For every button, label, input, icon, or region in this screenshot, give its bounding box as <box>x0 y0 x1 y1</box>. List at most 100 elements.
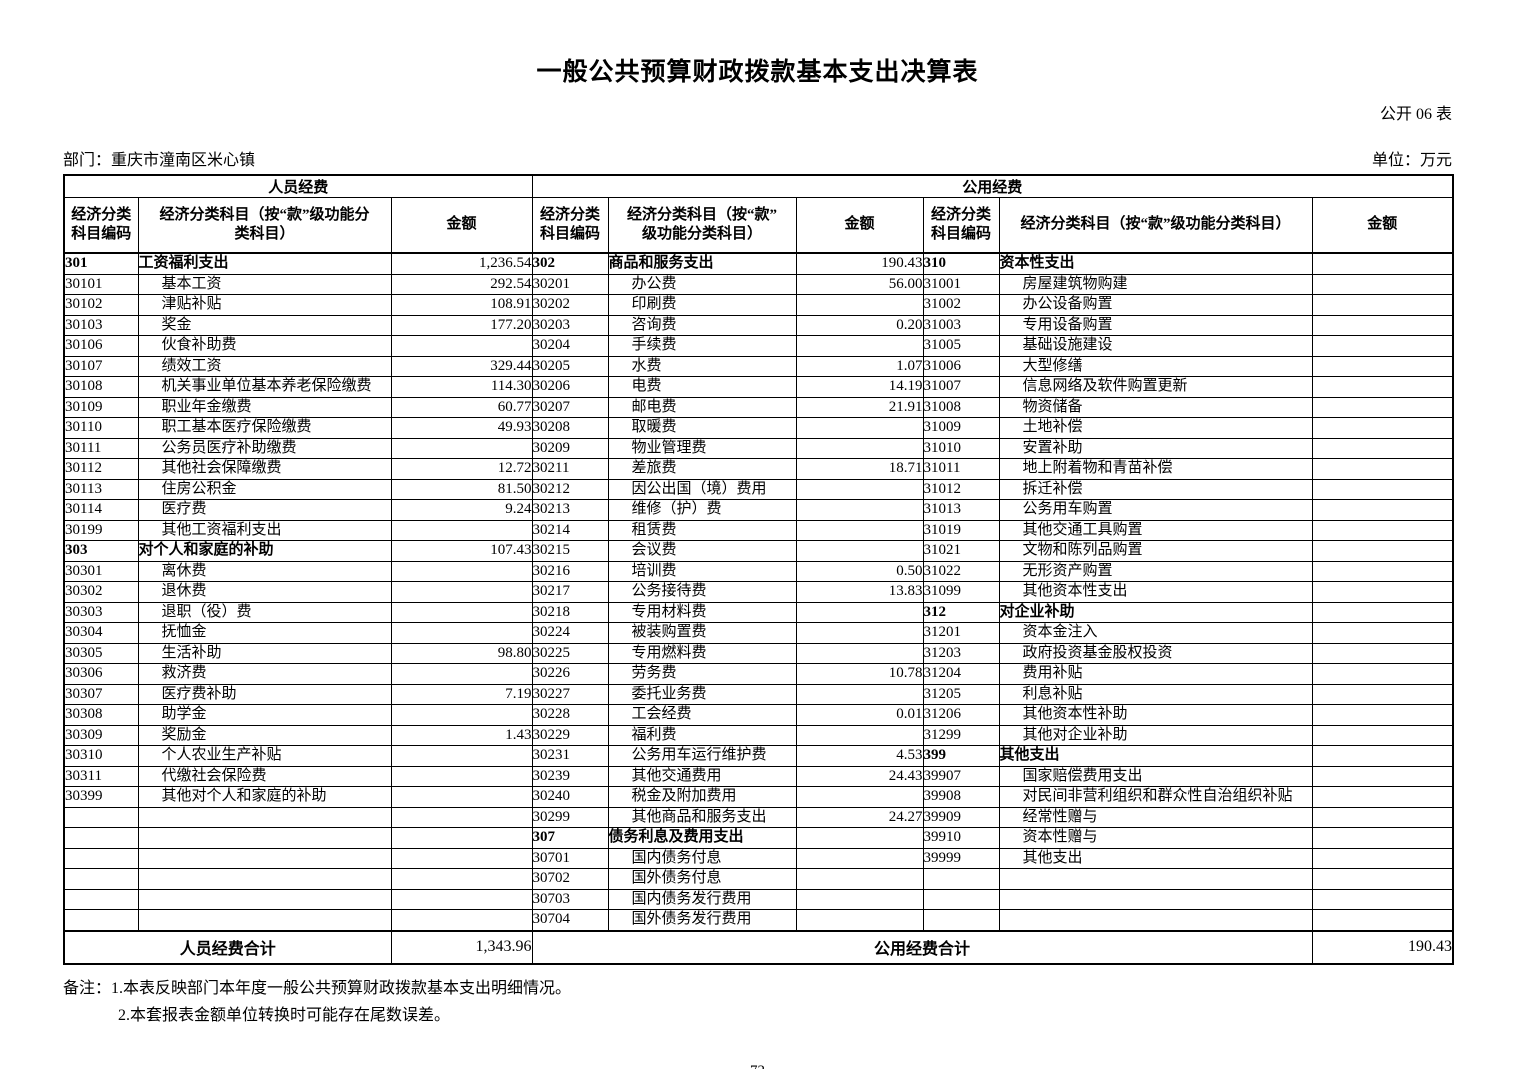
subject-cell: 其他资本性支出 <box>998 581 1313 603</box>
amount-cell <box>1311 909 1454 931</box>
code-cell: 31006 <box>922 355 1000 377</box>
code-cell <box>922 909 1000 931</box>
subject-cell: 专用设备购置 <box>998 314 1313 336</box>
code-cell: 30239 <box>531 765 609 787</box>
table-row: 307 债务利息及费用支出 39910 资本性赠与 <box>63 827 1454 849</box>
amount-cell <box>1311 294 1454 316</box>
subject-cell <box>137 909 392 931</box>
amount-cell: 49.93 <box>390 417 533 439</box>
code-cell: 30201 <box>531 273 609 295</box>
subject-cell: 房屋建筑物购建 <box>998 273 1313 295</box>
code-cell: 30703 <box>531 888 609 910</box>
subject-cell: 租赁费 <box>607 519 797 541</box>
code-cell: 30202 <box>531 294 609 316</box>
code-cell: 31013 <box>922 499 1000 521</box>
amount-cell <box>390 868 533 890</box>
subject-cell: 职业年金缴费 <box>137 396 392 418</box>
amount-cell <box>1311 888 1454 910</box>
subject-cell: 工会经费 <box>607 704 797 726</box>
amount-cell <box>795 888 924 910</box>
amount-cell <box>1311 314 1454 336</box>
col-header-amount-personnel: 金额 <box>390 197 533 254</box>
personnel-total-amount: 1,343.96 <box>390 929 533 964</box>
code-cell: 30240 <box>531 786 609 808</box>
amount-cell: 329.44 <box>390 355 533 377</box>
code-cell: 30214 <box>531 519 609 541</box>
code-cell: 31022 <box>922 560 1000 582</box>
code-cell: 39910 <box>922 827 1000 849</box>
code-cell: 30112 <box>63 458 139 480</box>
amount-cell: 21.91 <box>795 396 924 418</box>
code-cell: 31008 <box>922 396 1000 418</box>
code-cell: 31005 <box>922 335 1000 357</box>
amount-cell <box>1311 519 1454 541</box>
subject-cell <box>137 806 392 828</box>
subject-cell: 物业管理费 <box>607 437 797 459</box>
subject-cell: 经常性赠与 <box>998 806 1313 828</box>
subject-cell: 其他社会保障缴费 <box>137 458 392 480</box>
amount-cell: 108.91 <box>390 294 533 316</box>
code-cell <box>63 847 139 869</box>
code-cell: 30109 <box>63 396 139 418</box>
code-cell: 31002 <box>922 294 1000 316</box>
code-cell: 30216 <box>531 560 609 582</box>
subject-cell: 生活补助 <box>137 642 392 664</box>
amount-cell <box>390 560 533 582</box>
amount-cell <box>1311 540 1454 562</box>
subject-cell <box>137 847 392 869</box>
subject-cell: 专用材料费 <box>607 601 797 623</box>
subject-cell: 其他交通工具购置 <box>998 519 1313 541</box>
code-cell: 31021 <box>922 540 1000 562</box>
amount-cell <box>390 335 533 357</box>
table-row: 30110 职工基本医疗保险缴费 49.93 30208 取暖费 31009 土地补偿 <box>63 417 1454 439</box>
code-cell <box>63 909 139 931</box>
amount-cell <box>795 335 924 357</box>
notes: 备注：1.本表反映部门本年度一般公共预算财政拨款基本支出明细情况。 2.本套报表… <box>63 975 1452 1029</box>
department-label: 部门：重庆市潼南区米心镇 <box>63 152 256 169</box>
subject-cell: 土地补偿 <box>998 417 1313 439</box>
amount-cell <box>390 601 533 623</box>
code-cell: 30224 <box>531 622 609 644</box>
code-cell: 30101 <box>63 273 139 295</box>
code-cell: 30305 <box>63 642 139 664</box>
group-header-personnel: 人员经费 <box>63 174 533 198</box>
code-cell: 30301 <box>63 560 139 582</box>
amount-cell: 81.50 <box>390 478 533 500</box>
amount-cell: 190.43 <box>795 252 924 275</box>
totals-row: 人员经费合计 1,343.96 公用经费合计 190.43 <box>63 929 1454 964</box>
subject-cell: 商品和服务支出 <box>607 252 797 275</box>
code-cell: 30212 <box>531 478 609 500</box>
subject-cell: 无形资产购置 <box>998 560 1313 582</box>
code-cell: 30299 <box>531 806 609 828</box>
amount-cell <box>795 868 924 890</box>
subject-cell: 抚恤金 <box>137 622 392 644</box>
subject-cell <box>137 827 392 849</box>
page-number: – 72 – <box>0 1063 1515 1069</box>
code-cell: 30306 <box>63 663 139 685</box>
table-row: 30109 职业年金缴费 60.77 30207 邮电费 21.91 31008 物资储备 <box>63 396 1454 418</box>
code-cell: 30111 <box>63 437 139 459</box>
amount-cell: 7.19 <box>390 683 533 705</box>
amount-cell: 114.30 <box>390 376 533 398</box>
subject-cell: 公务员医疗补助缴费 <box>137 437 392 459</box>
code-cell: 30102 <box>63 294 139 316</box>
col-header-subject-personnel: 经济分类科目（按“款”级功能分 类科目） <box>137 197 392 254</box>
amount-cell <box>1311 663 1454 685</box>
table-row: 30311 代缴社会保险费 30239 其他交通费用 24.43 39907 国家赔偿费用支… <box>63 765 1454 787</box>
amount-cell <box>795 519 924 541</box>
code-cell: 30302 <box>63 581 139 603</box>
amount-cell <box>1311 273 1454 295</box>
table-row: 30302 退休费 30217 公务接待费 13.83 31099 其他资本性支出 <box>63 581 1454 603</box>
table-row: 30102 津贴补贴 108.91 30202 印刷费 31002 办公设备购置 <box>63 294 1454 316</box>
subject-cell: 基本工资 <box>137 273 392 295</box>
table-row: 30299 其他商品和服务支出 24.27 39909 经常性赠与 <box>63 806 1454 828</box>
code-cell: 30307 <box>63 683 139 705</box>
public-total-label: 公用经费合计 <box>531 929 1313 964</box>
subject-cell: 信息网络及软件购置更新 <box>998 376 1313 398</box>
amount-cell: 1.07 <box>795 355 924 377</box>
amount-cell <box>795 724 924 746</box>
amount-cell: 13.83 <box>795 581 924 603</box>
subject-cell: 维修（护）费 <box>607 499 797 521</box>
subject-cell: 其他商品和服务支出 <box>607 806 797 828</box>
subject-cell: 利息补贴 <box>998 683 1313 705</box>
